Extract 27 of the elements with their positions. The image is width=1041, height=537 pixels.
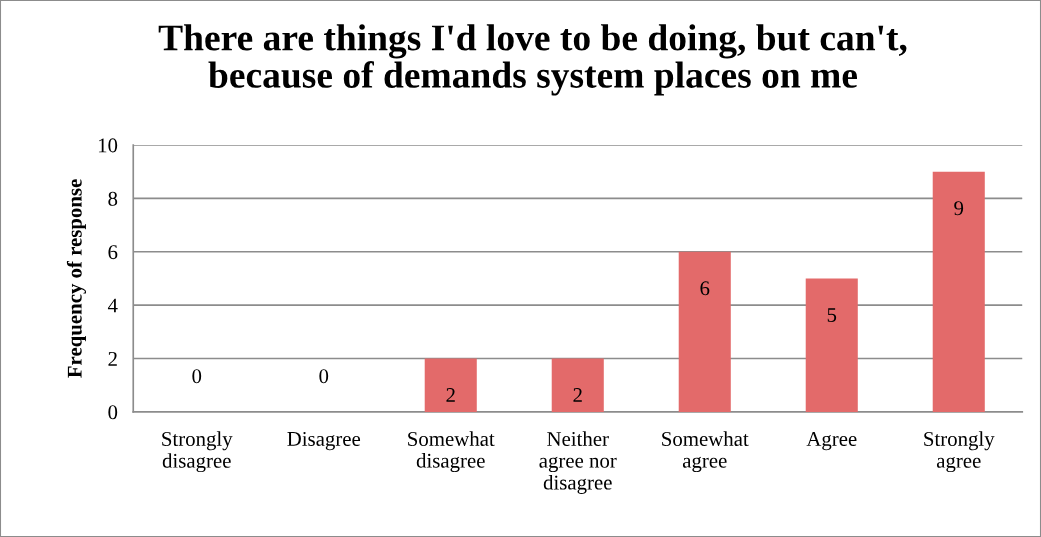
data-label: 0: [192, 369, 202, 384]
y-tick-label: 10: [98, 138, 118, 153]
x-tick-label: Strongly agree: [924, 431, 995, 473]
y-tick-label: 8: [108, 191, 118, 206]
data-label: 6: [700, 281, 710, 296]
x-tick-label: Somewhat agree: [662, 431, 749, 473]
y-tick-label: 4: [107, 298, 118, 313]
bar: [424, 358, 477, 412]
chart-title: There are things I'd love to be doing, but can't, because of demands system places on me: [158, 24, 907, 96]
data-label: 9: [954, 201, 964, 216]
x-tick-label: Somewhat disagree: [408, 431, 495, 473]
data-label: 5: [827, 308, 837, 322]
bar: [678, 251, 731, 412]
x-tick-label: Disagree: [287, 431, 361, 451]
y-axis-title: Frequency of response: [66, 179, 87, 378]
data-label: 2: [573, 388, 582, 402]
y-tick-label: 6: [108, 245, 118, 260]
data-label: 0: [319, 369, 329, 384]
data-label: 2: [446, 388, 455, 402]
x-tick-label: Neither agree nor disagree: [539, 431, 617, 494]
y-tick-label: 0: [108, 405, 118, 420]
bar: [932, 171, 985, 412]
x-tick-label: Agree: [806, 431, 857, 451]
bar: [551, 358, 604, 412]
y-tick-label: 2: [108, 351, 117, 366]
x-tick-label: Strongly disagree: [162, 431, 233, 473]
bar: [805, 278, 858, 412]
